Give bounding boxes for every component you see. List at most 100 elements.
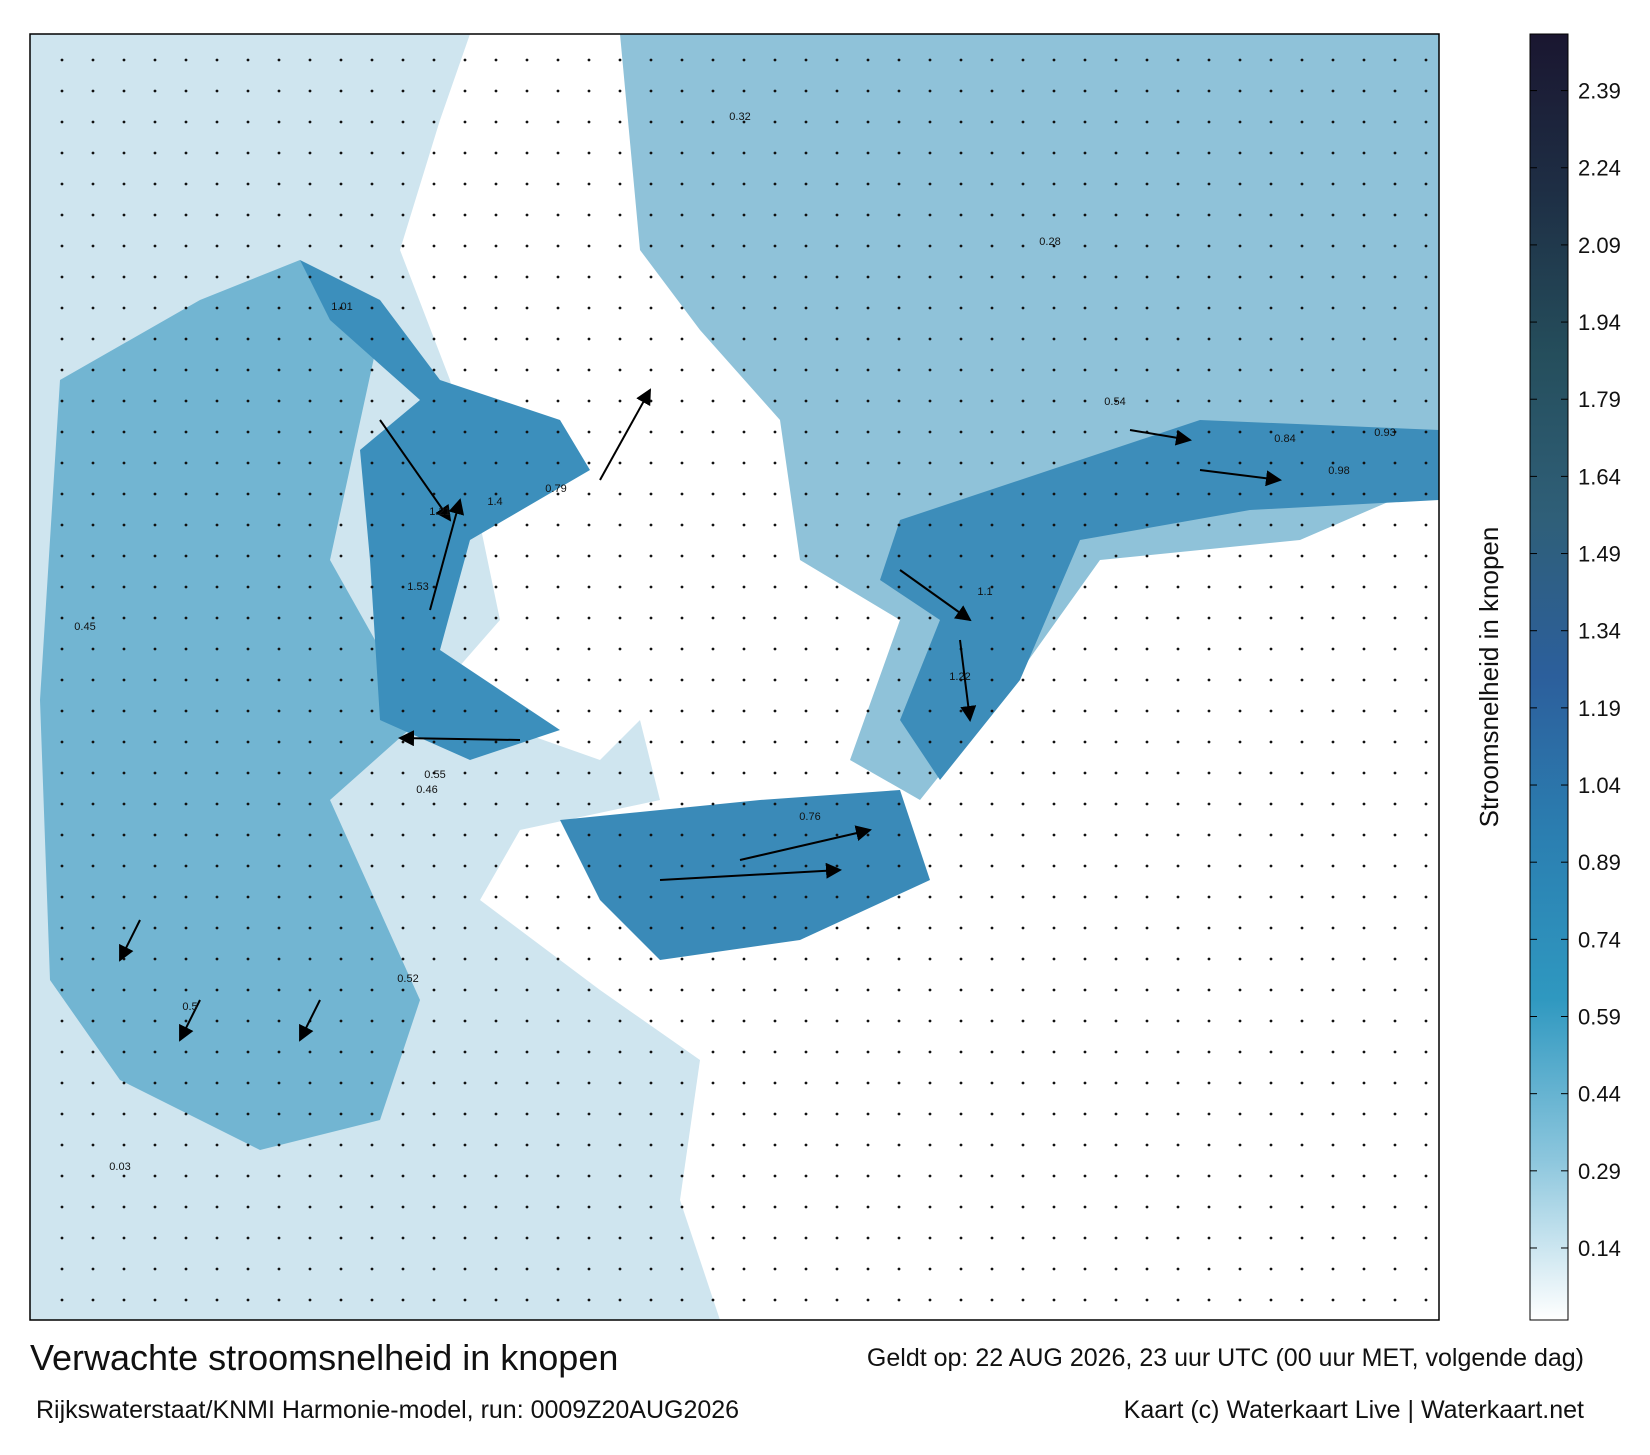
speed-label: 1.1 (977, 586, 992, 598)
grid-dot (1207, 1143, 1211, 1147)
grid-dot (1300, 461, 1304, 465)
grid-dot (897, 864, 901, 868)
grid-dot (1362, 461, 1366, 465)
grid-dot (618, 1174, 622, 1178)
grid-dot (122, 89, 126, 93)
grid-dot (1021, 802, 1025, 806)
colorbar-tick-label: 2.24 (1578, 156, 1621, 181)
grid-dot (1176, 89, 1180, 93)
grid-dot (370, 492, 374, 496)
grid-dot (370, 306, 374, 310)
grid-dot (897, 1143, 901, 1147)
grid-dot (308, 616, 312, 620)
grid-dot (928, 1143, 932, 1147)
grid-dot (153, 306, 157, 310)
grid-dot (680, 957, 684, 961)
grid-dot (308, 244, 312, 248)
grid-dot (401, 213, 405, 217)
grid-dot (928, 213, 932, 217)
grid-dot (277, 709, 281, 713)
grid-dot (1393, 585, 1397, 589)
grid-dot (1114, 151, 1118, 155)
grid-dot (184, 1174, 188, 1178)
grid-dot (1362, 926, 1366, 930)
grid-dot (401, 1019, 405, 1023)
grid-dot (773, 1205, 777, 1209)
grid-dot (91, 151, 95, 155)
grid-dot (525, 1298, 529, 1302)
grid-dot (990, 1050, 994, 1054)
grid-dot (1083, 926, 1087, 930)
grid-dot (1300, 1019, 1304, 1023)
grid-dot (1269, 275, 1273, 279)
grid-dot (122, 1236, 126, 1240)
speed-label: 0.76 (799, 811, 820, 823)
grid-dot (370, 430, 374, 434)
grid-dot (866, 771, 870, 775)
grid-dot (680, 1236, 684, 1240)
grid-dot (1238, 182, 1242, 186)
grid-dot (711, 1298, 715, 1302)
grid-dot (1331, 1205, 1335, 1209)
grid-dot (1052, 1267, 1056, 1271)
grid-dot (1052, 337, 1056, 341)
grid-dot (122, 151, 126, 155)
grid-dot (1393, 1019, 1397, 1023)
current-arrow (899, 569, 972, 622)
grid-dot (1362, 1298, 1366, 1302)
grid-dot (1176, 1267, 1180, 1271)
grid-dot (649, 802, 653, 806)
grid-dot (556, 182, 560, 186)
grid-dot (277, 89, 281, 93)
grid-dot (742, 1267, 746, 1271)
grid-dot (525, 461, 529, 465)
grid-dot (742, 957, 746, 961)
grid-dot (494, 895, 498, 899)
grid-dot (401, 337, 405, 341)
grid-dot (1238, 492, 1242, 496)
grid-dot (1331, 430, 1335, 434)
grid-dot (959, 926, 963, 930)
grid-dot (742, 678, 746, 682)
grid-dot (680, 988, 684, 992)
grid-dot (804, 523, 808, 527)
grid-dot (463, 58, 467, 62)
grid-dot (618, 647, 622, 651)
grid-dot (308, 647, 312, 651)
grid-dot (835, 461, 839, 465)
grid-dot (804, 957, 808, 961)
grid-dot (1300, 833, 1304, 837)
grid-dot (153, 1174, 157, 1178)
grid-dot (1424, 461, 1428, 465)
grid-dot (556, 926, 560, 930)
grid-dot (1300, 988, 1304, 992)
grid-dot (587, 1081, 591, 1085)
grid-dot (1021, 368, 1025, 372)
grid-dot (649, 1298, 653, 1302)
grid-dot (649, 1050, 653, 1054)
grid-dot (463, 740, 467, 744)
grid-dot (494, 988, 498, 992)
grid-dot (1238, 616, 1242, 620)
grid-dot (91, 430, 95, 434)
grid-dot (618, 492, 622, 496)
grid-dot (1424, 678, 1428, 682)
grid-dot (618, 1143, 622, 1147)
grid-dot (1052, 957, 1056, 961)
grid-dot (1176, 1205, 1180, 1209)
grid-dot (1021, 1019, 1025, 1023)
grid-dot (246, 678, 250, 682)
sea-mid (40, 260, 420, 1150)
grid-dot (91, 1019, 95, 1023)
grid-dot (1145, 306, 1149, 310)
grid-dot (1424, 647, 1428, 651)
grid-dot (1083, 461, 1087, 465)
grid-dot (401, 430, 405, 434)
grid-dot (432, 1081, 436, 1085)
grid-dot (525, 771, 529, 775)
grid-dot (525, 864, 529, 868)
grid-dot (835, 213, 839, 217)
grid-dot (959, 492, 963, 496)
grid-dot (432, 926, 436, 930)
grid-dot (1362, 771, 1366, 775)
